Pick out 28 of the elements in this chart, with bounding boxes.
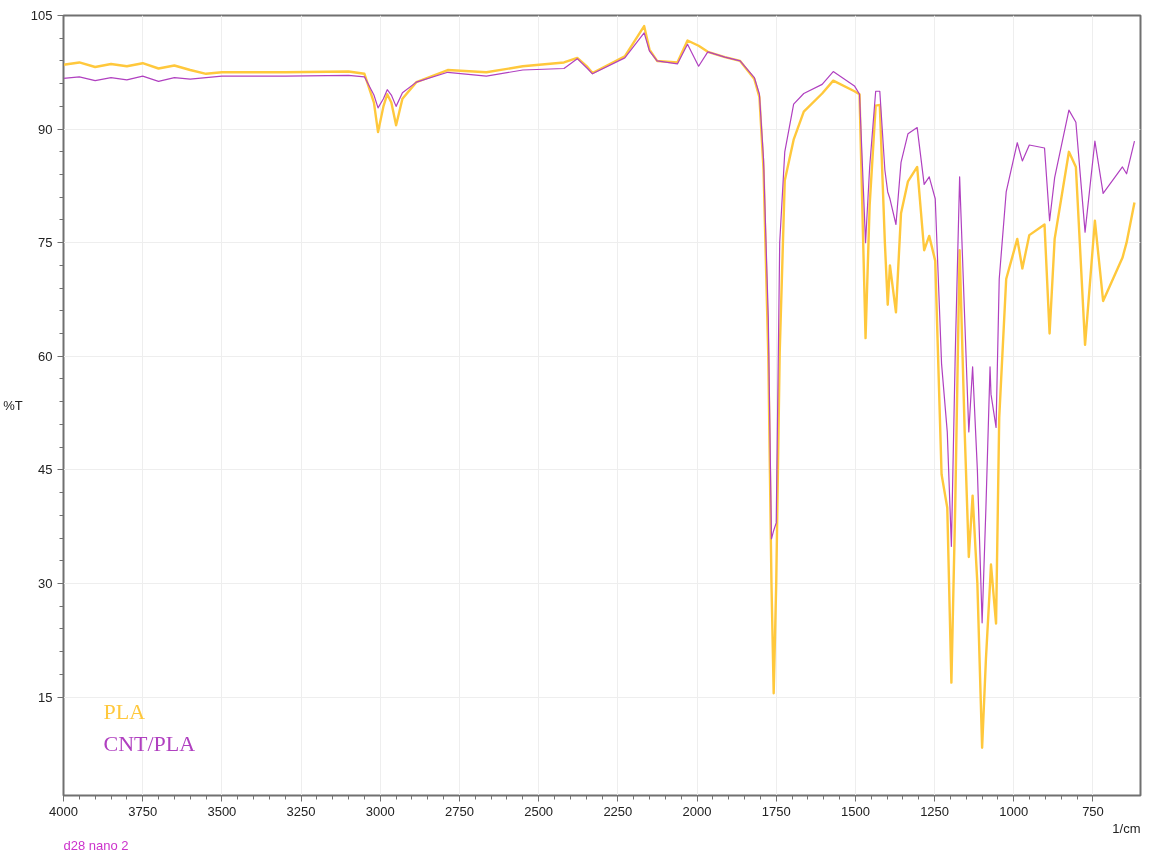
y-tick-label: 15 [38, 689, 53, 705]
x-tick-label: 1250 [920, 803, 950, 819]
x-tick-label: 2000 [682, 803, 712, 819]
x-tick-label: 1750 [761, 803, 791, 819]
x-tick-label: 3000 [365, 803, 395, 819]
y-tick-label: 75 [38, 235, 53, 251]
y-tick-label: 45 [38, 462, 53, 478]
text: PLA [103, 698, 146, 724]
x-tick-label: 3750 [128, 803, 158, 819]
x-tick-label: 2500 [524, 803, 554, 819]
y-tick-label: 105 [30, 8, 53, 23]
x-tick-label: 2250 [603, 803, 633, 819]
line-series [63, 24, 1136, 749]
x-axis-title: 1/cm [1112, 820, 1141, 836]
x-tick-label: 1000 [999, 803, 1029, 819]
line-series [63, 32, 1136, 624]
x-tick-label: 3250 [286, 803, 316, 819]
y-tick-label: 90 [38, 121, 53, 137]
x-tick-label: 4000 [49, 803, 78, 819]
text: CNT/PLA [103, 730, 196, 756]
y-tick-label: 60 [38, 348, 53, 364]
x-tick-label: 2750 [445, 803, 474, 819]
x-tick-label: 750 [1082, 803, 1104, 819]
y-tick-label: 30 [38, 575, 53, 591]
x-tick-label: 1500 [840, 803, 870, 819]
y-axis-title: %T [3, 398, 23, 413]
x-tick-label: 3500 [207, 803, 237, 819]
text: d28 nano 2 [63, 837, 129, 852]
